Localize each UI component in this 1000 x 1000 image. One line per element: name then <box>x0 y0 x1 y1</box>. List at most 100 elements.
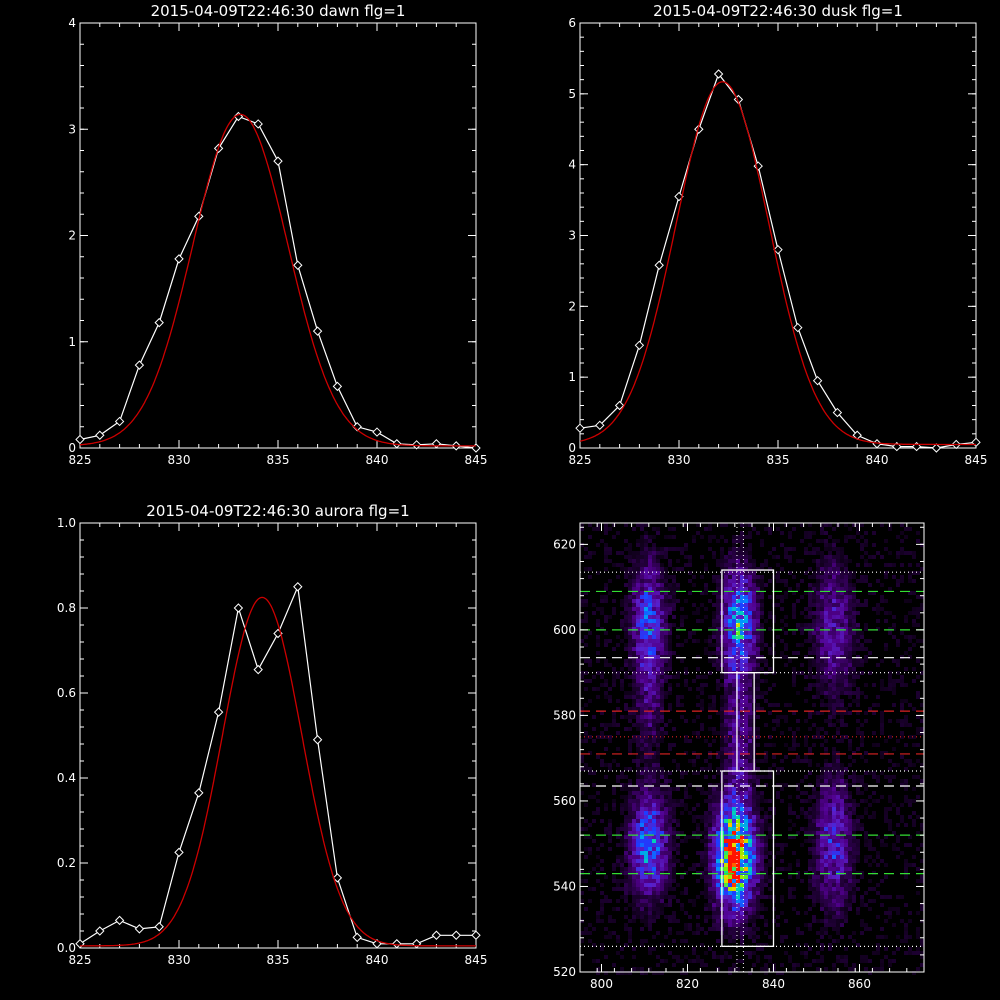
heatmap-cell <box>844 827 848 831</box>
heatmap-cell <box>744 755 748 759</box>
heatmap-cell <box>756 607 760 611</box>
heatmap-cell <box>728 755 732 759</box>
heatmap-cell <box>624 695 628 699</box>
heatmap-cell <box>904 823 908 827</box>
heatmap-cell <box>752 575 756 579</box>
heatmap-cell <box>832 819 836 823</box>
heatmap-cell <box>700 619 704 623</box>
heatmap-cell <box>620 835 624 839</box>
heatmap-cell <box>748 827 752 831</box>
heatmap-cell <box>708 767 712 771</box>
heatmap-cell <box>616 675 620 679</box>
heatmap-cell <box>644 787 648 791</box>
heatmap-cell <box>664 551 668 555</box>
heatmap-cell <box>836 627 840 631</box>
heatmap-cell <box>816 851 820 855</box>
heatmap-cell <box>636 855 640 859</box>
heatmap-cell <box>852 823 856 827</box>
heatmap-cell <box>844 535 848 539</box>
heatmap-cell <box>764 843 768 847</box>
heatmap-cell <box>640 791 644 795</box>
heatmap-cell <box>716 827 720 831</box>
heatmap-cell <box>624 819 628 823</box>
heatmap-cell <box>744 823 748 827</box>
heatmap-cell <box>648 819 652 823</box>
heatmap-cell <box>784 703 788 707</box>
heatmap-cell <box>624 547 628 551</box>
heatmap-cell <box>636 635 640 639</box>
heatmap-cell <box>792 675 796 679</box>
heatmap-cell <box>804 591 808 595</box>
heatmap-cell <box>724 631 728 635</box>
heatmap-cell <box>592 771 596 775</box>
heatmap-cell <box>660 691 664 695</box>
heatmap-cell <box>884 815 888 819</box>
heatmap-cell <box>664 583 668 587</box>
heatmap-cell <box>656 551 660 555</box>
heatmap-cell <box>800 827 804 831</box>
heatmap-cell <box>616 855 620 859</box>
heatmap-cell <box>828 615 832 619</box>
heatmap-cell <box>660 707 664 711</box>
heatmap-cell <box>624 887 628 891</box>
heatmap-cell <box>752 923 756 927</box>
heatmap-cell <box>752 651 756 655</box>
heatmap-cell <box>716 687 720 691</box>
heatmap-cell <box>624 891 628 895</box>
heatmap-cell <box>620 803 624 807</box>
heatmap-cell <box>840 915 844 919</box>
heatmap-cell <box>708 859 712 863</box>
heatmap-cell <box>768 831 772 835</box>
heatmap-cell <box>604 547 608 551</box>
heatmap-cell <box>716 887 720 891</box>
heatmap-cell <box>628 599 632 603</box>
heatmap-cell <box>612 611 616 615</box>
heatmap-cell <box>712 615 716 619</box>
heatmap-cell <box>748 879 752 883</box>
heatmap-cell <box>736 659 740 663</box>
heatmap-cell <box>752 663 756 667</box>
heatmap-cell <box>904 667 908 671</box>
heatmap-cell <box>728 811 732 815</box>
heatmap-cell <box>832 883 836 887</box>
heatmap-cell <box>724 747 728 751</box>
heatmap-cell <box>736 703 740 707</box>
heatmap-cell <box>628 779 632 783</box>
heatmap-cell <box>908 575 912 579</box>
heatmap-cell <box>736 919 740 923</box>
heatmap-cell <box>816 887 820 891</box>
heatmap-cell <box>632 611 636 615</box>
heatmap-cell <box>716 575 720 579</box>
heatmap-cell <box>764 827 768 831</box>
heatmap-cell <box>724 875 728 879</box>
heatmap-cell <box>712 727 716 731</box>
heatmap-cell <box>828 791 832 795</box>
heatmap-cell <box>664 659 668 663</box>
heatmap-cell <box>848 671 852 675</box>
heatmap-cell <box>832 911 836 915</box>
heatmap-cell <box>756 655 760 659</box>
heatmap-cell <box>864 843 868 847</box>
heatmap-cell <box>608 639 612 643</box>
heatmap-cell <box>640 635 644 639</box>
heatmap-cell <box>728 695 732 699</box>
heatmap-cell <box>648 587 652 591</box>
heatmap-cell <box>780 655 784 659</box>
heatmap-cell <box>668 559 672 563</box>
heatmap-cell <box>740 903 744 907</box>
heatmap-cell <box>728 567 732 571</box>
heatmap-cell <box>832 875 836 879</box>
heatmap-cell <box>728 891 732 895</box>
heatmap-cell <box>816 895 820 899</box>
heatmap-cell <box>668 595 672 599</box>
heatmap-cell <box>640 711 644 715</box>
heatmap-cell <box>808 851 812 855</box>
heatmap-cell <box>704 647 708 651</box>
heatmap-cell <box>816 651 820 655</box>
heatmap-cell <box>768 771 772 775</box>
heatmap-cell <box>808 867 812 871</box>
heatmap-cell <box>852 883 856 887</box>
heatmap-cell <box>848 763 852 767</box>
heatmap-cell <box>820 735 824 739</box>
